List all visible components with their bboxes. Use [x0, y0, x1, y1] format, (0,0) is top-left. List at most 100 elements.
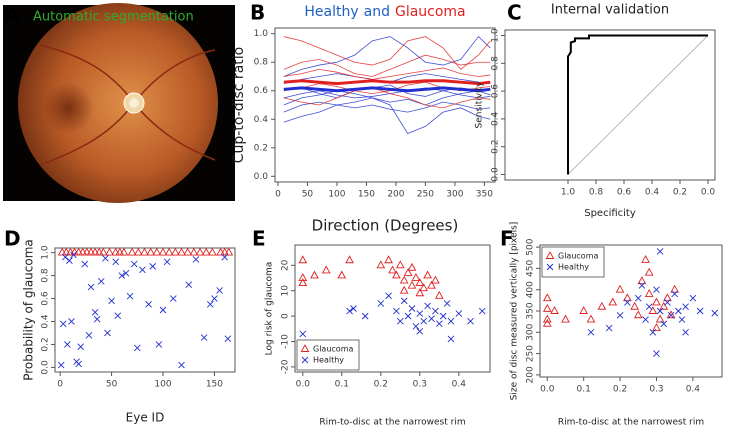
point	[126, 292, 134, 300]
x-tick-label: 100	[154, 380, 171, 390]
point	[561, 314, 570, 323]
y-tick-label: 0	[281, 313, 291, 319]
point	[163, 258, 171, 266]
y-axis-label: Probability of glaucoma	[22, 239, 36, 381]
point	[81, 260, 89, 268]
point	[455, 310, 463, 317]
point	[696, 307, 704, 315]
x-tick-label: 50	[302, 190, 314, 200]
point	[667, 311, 675, 319]
point	[350, 305, 357, 312]
point	[177, 247, 186, 256]
point	[299, 330, 307, 338]
y-tick-label: 400	[526, 281, 536, 298]
point	[393, 307, 400, 315]
x-tick-label: 150	[206, 380, 223, 390]
point	[112, 258, 120, 266]
y-tick-label: 350	[526, 302, 536, 319]
point	[411, 273, 421, 281]
point	[399, 285, 409, 294]
fundus-image: Automatic segmentation	[3, 3, 235, 203]
x-tick-label: 0	[57, 380, 63, 390]
point	[140, 247, 149, 256]
y-axis-label: Log risk of glaucoma	[265, 262, 275, 356]
point	[192, 256, 200, 263]
point	[675, 307, 682, 315]
point	[404, 312, 412, 320]
y-tick-label: 0.4	[254, 115, 269, 125]
line	[283, 86, 491, 93]
point	[443, 300, 451, 307]
point	[434, 290, 444, 299]
point	[447, 335, 455, 343]
point	[644, 267, 654, 276]
y-tick-label: 0.6	[491, 84, 501, 99]
point	[376, 260, 386, 269]
point	[608, 297, 618, 306]
plot-frame	[54, 247, 236, 373]
x-tick-label: 0.2	[673, 188, 687, 198]
point	[200, 334, 208, 341]
point	[68, 318, 75, 325]
y-tick-label: 0.8	[254, 58, 269, 68]
panel-label: A	[4, 4, 20, 28]
x-tick-label: 250	[417, 190, 434, 200]
point	[146, 247, 156, 256]
point	[415, 288, 425, 297]
point	[432, 307, 439, 315]
point	[396, 317, 404, 325]
point	[57, 361, 65, 369]
point	[384, 255, 393, 264]
point	[682, 328, 689, 336]
point	[133, 247, 143, 256]
point	[155, 341, 163, 348]
point	[550, 306, 559, 314]
point	[542, 314, 552, 323]
point	[682, 303, 689, 311]
x-tick-label: 0.0	[296, 380, 311, 390]
y-tick-label: 20	[281, 259, 291, 271]
x-tick-label: 0.4	[452, 380, 467, 390]
point	[670, 284, 680, 293]
point	[346, 307, 353, 315]
x-axis-label: Direction (Degrees)	[312, 217, 459, 235]
panel-label: D	[4, 227, 21, 251]
point	[663, 293, 672, 302]
point	[206, 300, 214, 308]
point	[622, 293, 632, 302]
line	[283, 97, 491, 135]
point	[403, 268, 413, 276]
plot-frame	[504, 29, 716, 181]
y-axis-label: Sensitivity	[475, 81, 485, 129]
point	[641, 254, 650, 263]
point	[104, 329, 111, 337]
point	[671, 290, 678, 298]
x-tick-label: 150	[358, 190, 375, 200]
line	[283, 79, 491, 86]
line	[283, 101, 491, 113]
y-tick-label: 10	[281, 285, 291, 297]
point	[337, 270, 347, 279]
panel-label: E	[252, 227, 266, 251]
legend-box	[541, 246, 605, 278]
legend-label: Glaucoma	[558, 252, 598, 261]
y-tick-label: 450	[526, 260, 536, 277]
y-tick-label: 0.8	[491, 56, 501, 71]
y-tick-label: 500	[526, 238, 536, 255]
point	[408, 305, 416, 312]
y-tick-label: 0.4	[491, 111, 501, 126]
point	[98, 247, 108, 256]
point	[321, 265, 331, 274]
x-tick-label: 0.1	[335, 380, 349, 390]
legend-label: Glaucoma	[313, 345, 353, 354]
panel-label: B	[250, 1, 265, 25]
line	[567, 34, 708, 175]
x-axis-label: Specificity	[584, 208, 636, 219]
point	[61, 253, 69, 261]
point	[201, 247, 211, 256]
point	[118, 272, 126, 279]
x-tick-label: 0.0	[701, 188, 716, 198]
point	[185, 281, 193, 289]
point	[395, 260, 405, 269]
